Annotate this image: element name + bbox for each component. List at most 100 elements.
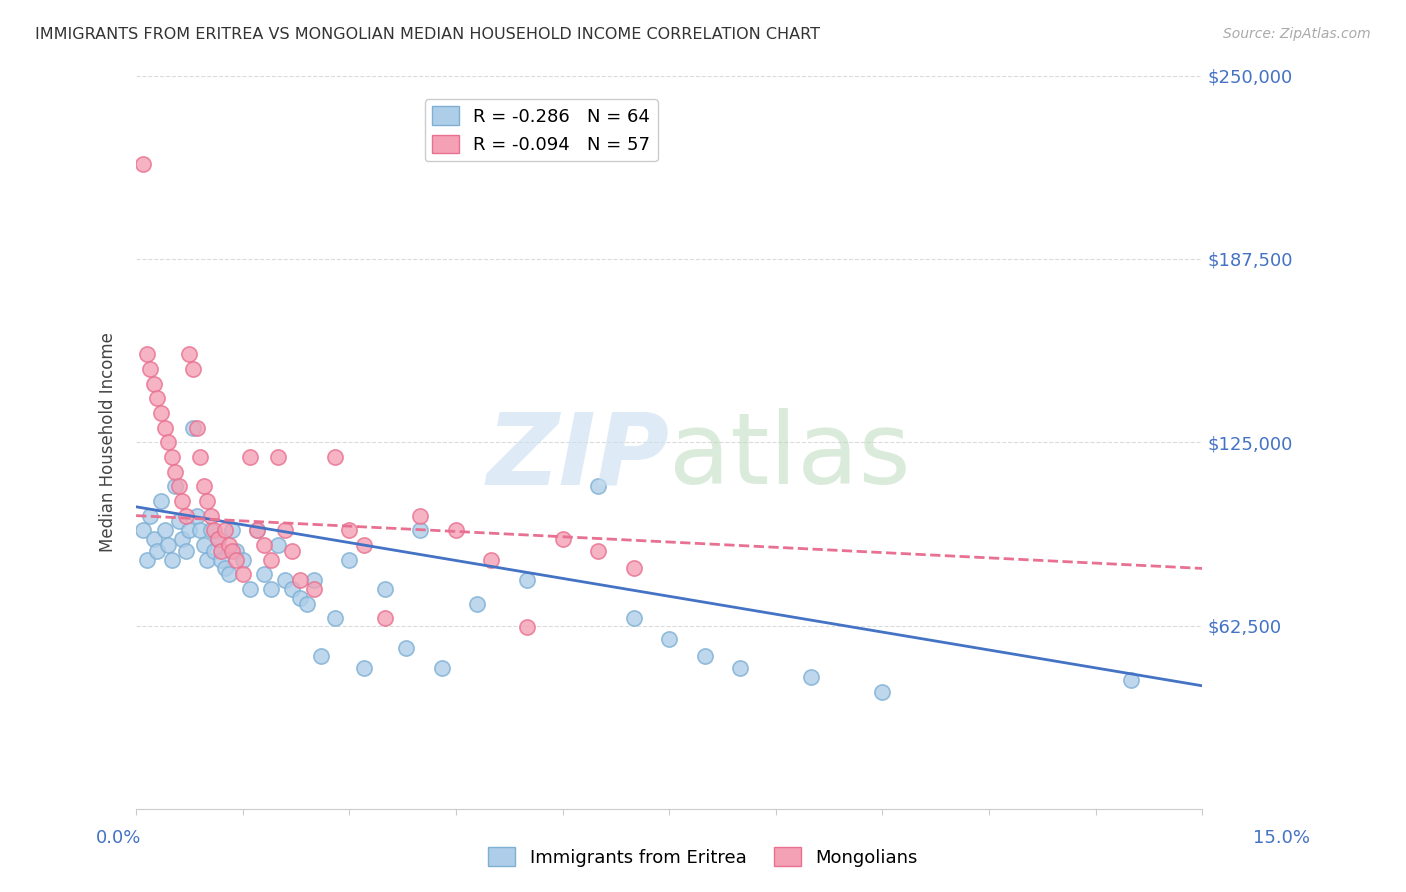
Point — [186, 420, 208, 434]
Point — [195, 494, 218, 508]
Point — [281, 582, 304, 596]
Point — [353, 661, 375, 675]
Point — [409, 523, 432, 537]
Point — [157, 435, 180, 450]
Point — [658, 632, 681, 646]
Point — [481, 552, 503, 566]
Point — [623, 611, 645, 625]
Point — [160, 552, 183, 566]
Point — [132, 523, 155, 537]
Point — [274, 523, 297, 537]
Point — [174, 508, 197, 523]
Point — [200, 523, 222, 537]
Point — [193, 538, 215, 552]
Point — [302, 582, 325, 596]
Point — [337, 552, 360, 566]
Point — [167, 515, 190, 529]
Point — [172, 532, 194, 546]
Point — [135, 347, 157, 361]
Point — [465, 597, 488, 611]
Point — [872, 684, 894, 698]
Point — [146, 391, 169, 405]
Point — [209, 552, 232, 566]
Point — [167, 479, 190, 493]
Point — [239, 450, 262, 464]
Point — [132, 156, 155, 170]
Point — [1121, 673, 1143, 687]
Point — [207, 532, 229, 546]
Point — [218, 567, 240, 582]
Legend: R = -0.286   N = 64, R = -0.094   N = 57: R = -0.286 N = 64, R = -0.094 N = 57 — [425, 99, 658, 161]
Point — [153, 523, 176, 537]
Point — [195, 552, 218, 566]
Point — [586, 479, 609, 493]
Point — [302, 573, 325, 587]
Point — [142, 376, 165, 391]
Point — [142, 532, 165, 546]
Point — [225, 544, 247, 558]
Text: 0.0%: 0.0% — [96, 829, 141, 847]
Point — [153, 420, 176, 434]
Point — [267, 538, 290, 552]
Text: 15.0%: 15.0% — [1253, 829, 1310, 847]
Point — [323, 611, 346, 625]
Point — [179, 523, 201, 537]
Point — [157, 538, 180, 552]
Point — [160, 450, 183, 464]
Point — [181, 362, 204, 376]
Text: IMMIGRANTS FROM ERITREA VS MONGOLIAN MEDIAN HOUSEHOLD INCOME CORRELATION CHART: IMMIGRANTS FROM ERITREA VS MONGOLIAN MED… — [35, 27, 820, 42]
Point — [281, 544, 304, 558]
Point — [149, 406, 172, 420]
Point — [260, 582, 283, 596]
Point — [260, 552, 283, 566]
Point — [374, 611, 396, 625]
Point — [186, 508, 208, 523]
Point — [274, 573, 297, 587]
Text: ZIP: ZIP — [486, 409, 669, 506]
Point — [165, 479, 187, 493]
Point — [800, 670, 823, 684]
Point — [202, 523, 225, 537]
Point — [193, 479, 215, 493]
Y-axis label: Median Household Income: Median Household Income — [100, 333, 117, 552]
Point — [267, 450, 290, 464]
Point — [179, 347, 201, 361]
Point — [139, 362, 162, 376]
Point — [174, 544, 197, 558]
Point — [202, 544, 225, 558]
Point — [288, 591, 311, 605]
Point — [218, 538, 240, 552]
Point — [165, 465, 187, 479]
Point — [172, 494, 194, 508]
Point — [181, 420, 204, 434]
Point — [693, 649, 716, 664]
Point — [246, 523, 269, 537]
Point — [232, 567, 254, 582]
Point — [409, 508, 432, 523]
Point — [288, 573, 311, 587]
Point — [395, 640, 418, 655]
Point — [146, 544, 169, 558]
Point — [516, 620, 538, 634]
Point — [135, 552, 157, 566]
Text: Source: ZipAtlas.com: Source: ZipAtlas.com — [1223, 27, 1371, 41]
Point — [728, 661, 751, 675]
Point — [253, 538, 276, 552]
Point — [309, 649, 332, 664]
Point — [239, 582, 262, 596]
Point — [200, 508, 222, 523]
Point — [214, 561, 236, 575]
Point — [551, 532, 574, 546]
Point — [253, 567, 276, 582]
Point — [374, 582, 396, 596]
Point — [444, 523, 467, 537]
Legend: Immigrants from Eritrea, Mongolians: Immigrants from Eritrea, Mongolians — [481, 840, 925, 874]
Point — [221, 544, 243, 558]
Point — [337, 523, 360, 537]
Point — [209, 544, 232, 558]
Point — [188, 450, 211, 464]
Point — [214, 523, 236, 537]
Point — [295, 597, 318, 611]
Point — [323, 450, 346, 464]
Point — [225, 552, 247, 566]
